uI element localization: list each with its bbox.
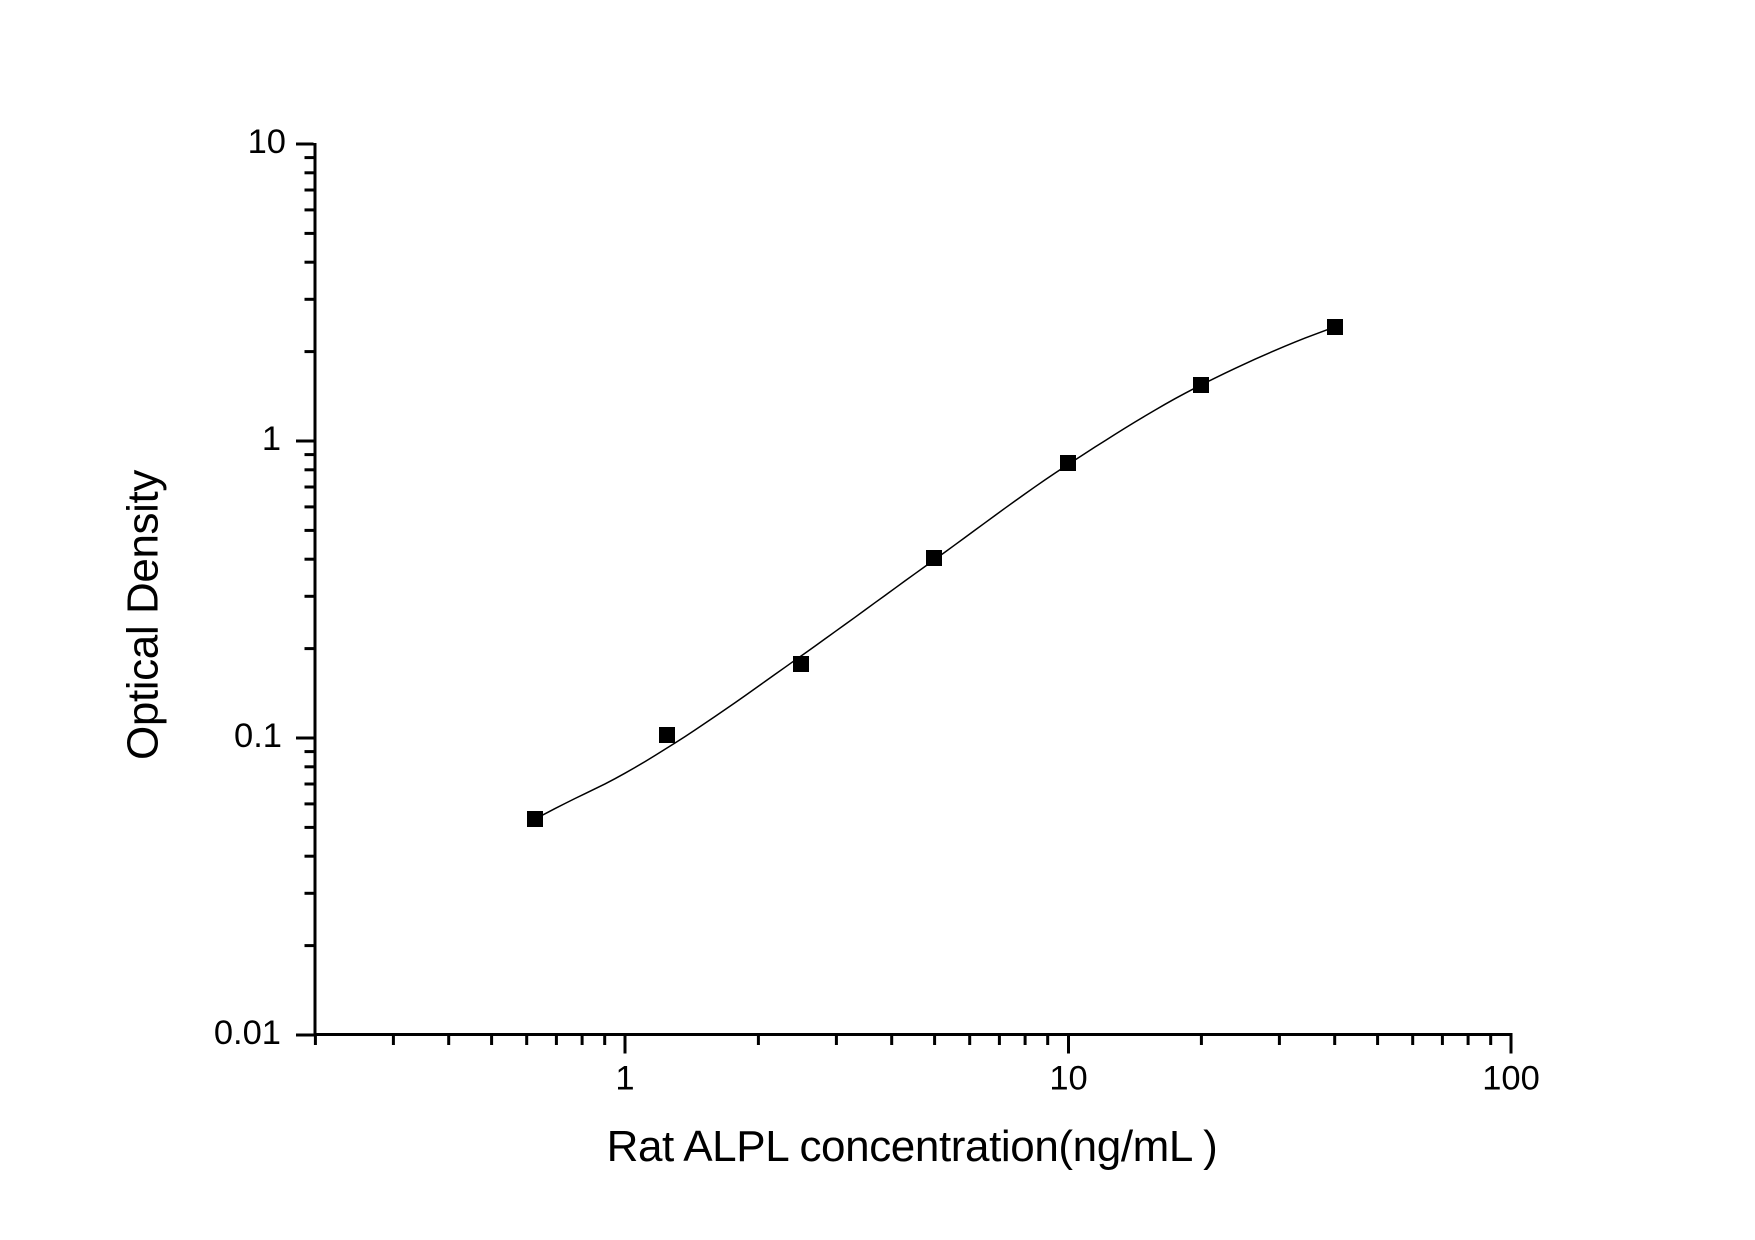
svg-text:0.01: 0.01 <box>214 1014 281 1052</box>
svg-text:Rat ALPL concentration(ng/mL ): Rat ALPL concentration(ng/mL ) <box>607 1122 1218 1171</box>
svg-text:10: 10 <box>1049 1060 1087 1098</box>
svg-text:1: 1 <box>262 420 281 458</box>
svg-text:Optical Density: Optical Density <box>119 470 168 760</box>
svg-text:10: 10 <box>248 123 286 161</box>
svg-text:0.1: 0.1 <box>234 717 282 755</box>
svg-text:1: 1 <box>615 1060 634 1098</box>
svg-text:100: 100 <box>1482 1060 1540 1098</box>
